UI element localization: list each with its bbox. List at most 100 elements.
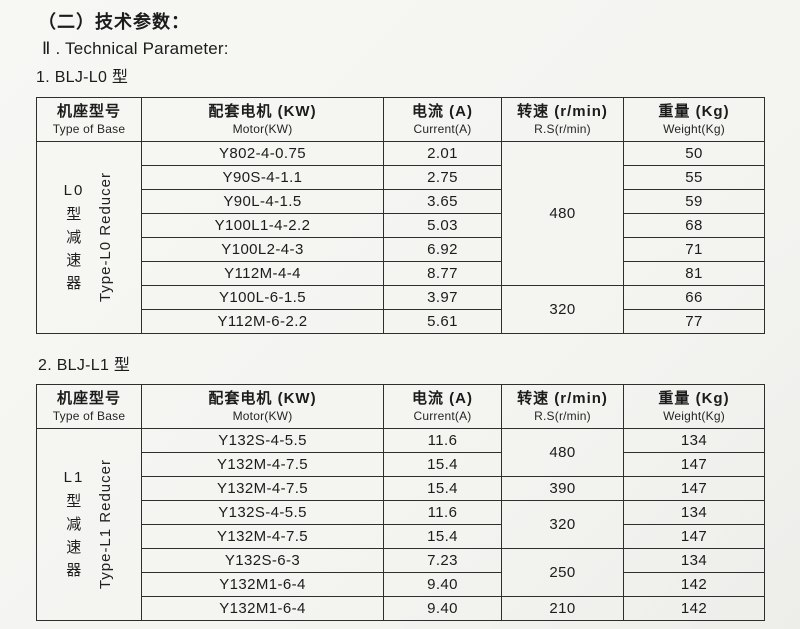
motor-cell: Y802-4-0.75 (141, 141, 384, 166)
col-header-base-cn: 机座型号 (56, 102, 121, 120)
col-header-base: 机座型号 Type of Base (36, 97, 142, 142)
base-type-rotated-en: Type-L0 Reducer (97, 172, 115, 303)
col-header-current-en: Current(A) (413, 408, 472, 423)
col-header-current-en: Current(A) (413, 121, 472, 136)
table-row: Y132M-4-7.5 15.4 147 (37, 452, 765, 477)
motor-cell: Y132S-4-5.5 (141, 500, 384, 525)
base-type-line: 速 (66, 252, 82, 269)
table-row: L0 型 减 速 器 Type-L0 Reducer Y802-4-0.75 2… (36, 141, 765, 334)
motor-cell: Y100L-6-1.5 (141, 285, 384, 310)
base-type-line: L1 (63, 469, 85, 486)
table-row: Y132S-6-3 7.23 250 134 (37, 548, 765, 597)
base-type-rotated-en: Type-L1 Reducer (97, 459, 115, 590)
weight-cell: 77 (623, 309, 765, 334)
col-header-speed-cn: 转速 (r/min) (517, 389, 608, 407)
weight-cell: 55 (623, 165, 765, 190)
weight-cell: 59 (623, 189, 765, 214)
current-cell: 15.4 (383, 524, 502, 549)
col-header-current: 电流 (A) Current(A) (383, 97, 502, 142)
base-type-cell-l0: L0 型 减 速 器 Type-L0 Reducer (36, 141, 142, 334)
current-cell: 11.6 (383, 500, 502, 525)
table-row: Y132M1-6-4 9.40 142 (37, 572, 765, 597)
base-type-line: 型 (66, 493, 82, 510)
motor-cell: Y132M-4-7.5 (141, 452, 384, 477)
section2-heading: 2. BLJ-L1 型 (38, 357, 131, 374)
table-row: L1 型 减 速 器 Type-L1 Reducer Y132S-4-5.5 1… (36, 428, 765, 621)
col-header-speed: 转速 (r/min) R.S(r/min) (501, 97, 624, 142)
weight-cell: 68 (623, 213, 765, 238)
base-type-line: 减 (66, 229, 82, 246)
weight-cell: 142 (623, 596, 765, 621)
speed-cell: 390 (501, 476, 624, 501)
col-header-base-en: Type of Base (52, 121, 126, 136)
table-header-row: 机座型号 Type of Base 配套电机 (KW) Motor(KW) 电流… (36, 384, 765, 429)
base-type-line: L0 (63, 182, 85, 199)
current-cell: 5.61 (383, 309, 502, 334)
table-row: Y132M1-6-4 9.40 210 142 (37, 596, 765, 621)
current-cell: 9.40 (383, 572, 502, 597)
motor-cell: Y132S-4-5.5 (141, 428, 384, 453)
weight-cell: 134 (623, 500, 765, 525)
current-cell: 7.23 (383, 548, 502, 573)
weight-cell: 81 (623, 261, 765, 286)
section1-heading: 1. BLJ-L0 型 (36, 69, 129, 86)
current-cell: 15.4 (383, 476, 502, 501)
motor-cell: Y90L-4-1.5 (141, 189, 384, 214)
col-header-speed-cn: 转速 (r/min) (517, 102, 608, 120)
col-header-weight-cn: 重量 (Kg) (658, 102, 730, 120)
col-header-weight-cn: 重量 (Kg) (658, 389, 730, 407)
col-header-motor-en: Motor(KW) (232, 408, 293, 423)
col-header-motor-en: Motor(KW) (232, 121, 293, 136)
col-header-base: 机座型号 Type of Base (36, 384, 142, 429)
page-title-cn: （二）技术参数： (38, 12, 190, 32)
motor-cell: Y112M-6-2.2 (141, 309, 384, 334)
base-type-line: 器 (66, 275, 82, 292)
base-type-content: L0 型 减 速 器 Type-L0 Reducer (38, 143, 141, 333)
base-type-content: L1 型 减 速 器 Type-L1 Reducer (38, 430, 141, 620)
col-header-base-en: Type of Base (52, 408, 126, 423)
current-cell: 11.6 (383, 428, 502, 453)
table-row: Y100L-6-1.5 3.97 320 66 (37, 285, 765, 334)
motor-cell: Y100L2-4-3 (141, 237, 384, 262)
weight-cell: 147 (623, 524, 765, 549)
col-header-motor-cn: 配套电机 (KW) (208, 102, 317, 120)
motor-cell: Y90S-4-1.1 (141, 165, 384, 190)
current-cell: 9.40 (383, 596, 502, 621)
current-cell: 5.03 (383, 213, 502, 238)
weight-cell: 50 (623, 141, 765, 166)
current-cell: 3.97 (383, 285, 502, 310)
motor-cell: Y132S-6-3 (141, 548, 384, 573)
table-header-row: 机座型号 Type of Base 配套电机 (KW) Motor(KW) 电流… (36, 97, 765, 142)
col-header-motor: 配套电机 (KW) Motor(KW) (141, 97, 384, 142)
current-cell: 3.65 (383, 189, 502, 214)
col-header-current: 电流 (A) Current(A) (383, 384, 502, 429)
current-cell: 2.01 (383, 141, 502, 166)
base-type-line: 速 (66, 539, 82, 556)
col-header-weight-en: Weight(Kg) (663, 121, 725, 136)
speed-cell: 480 (501, 141, 624, 286)
weight-cell: 66 (623, 285, 765, 310)
parameter-table-l1: 机座型号 Type of Base 配套电机 (KW) Motor(KW) 电流… (36, 384, 765, 621)
col-header-motor-cn: 配套电机 (KW) (208, 389, 317, 407)
table-row: Y100L2-4-3 6.92 71 (37, 237, 765, 262)
table-row: Y90L-4-1.5 3.65 59 (37, 189, 765, 214)
table-row: Y132M-4-7.5 15.4 147 (37, 524, 765, 549)
base-type-vertical-cn: L1 型 减 速 器 (64, 469, 85, 580)
col-header-weight-en: Weight(Kg) (663, 408, 725, 423)
table-row: Y112M-6-2.2 5.61 77 (37, 309, 765, 334)
base-type-line: 减 (66, 516, 82, 533)
col-header-weight: 重量 (Kg) Weight(Kg) (623, 97, 765, 142)
col-header-base-cn: 机座型号 (56, 389, 121, 407)
col-header-weight: 重量 (Kg) Weight(Kg) (623, 384, 765, 429)
col-header-motor: 配套电机 (KW) Motor(KW) (141, 384, 384, 429)
current-cell: 8.77 (383, 261, 502, 286)
base-type-vertical-cn: L0 型 减 速 器 (64, 182, 85, 293)
current-cell: 6.92 (383, 237, 502, 262)
speed-cell: 320 (501, 285, 624, 334)
col-header-speed-en: R.S(r/min) (534, 121, 591, 136)
parameter-table-l0: 机座型号 Type of Base 配套电机 (KW) Motor(KW) 电流… (36, 97, 765, 334)
current-cell: 2.75 (383, 165, 502, 190)
weight-cell: 147 (623, 476, 765, 501)
table-row: Y112M-4-4 8.77 81 (37, 261, 765, 286)
base-type-line: 器 (66, 562, 82, 579)
